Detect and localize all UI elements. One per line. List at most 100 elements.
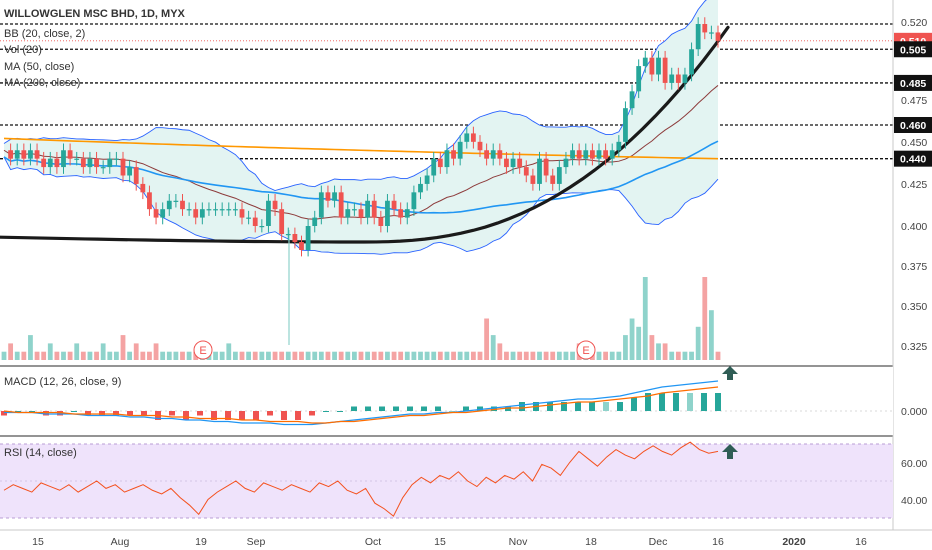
macd-histogram-bar: [659, 393, 665, 411]
rsi-pane[interactable]: [0, 441, 893, 519]
volume-bar: [47, 343, 53, 360]
indicator-vol-label[interactable]: Vol (20): [4, 44, 42, 56]
level-price-label: 0.485: [900, 78, 926, 90]
volume-bar: [649, 335, 655, 360]
volume-bar: [470, 351, 476, 360]
macd-label[interactable]: MACD (12, 26, close, 9): [4, 376, 121, 388]
indicator-ma200-label[interactable]: MA (200, close): [4, 77, 80, 89]
volume-bar: [113, 351, 119, 360]
volume-bar: [708, 310, 714, 360]
volume-bar: [431, 351, 437, 360]
volume-bar: [239, 351, 245, 360]
candle-body: [87, 158, 93, 168]
candle-body: [246, 217, 252, 219]
macd-histogram-bar: [449, 411, 455, 412]
candle-body: [629, 91, 635, 109]
volume-bar: [451, 351, 456, 360]
time-axis-tick: 19: [195, 536, 207, 548]
macd-histogram-bar: [127, 411, 133, 416]
volume-bar: [285, 351, 291, 360]
candle-body: [160, 209, 166, 218]
rsi-axis-tick: 40.00: [901, 495, 927, 507]
rsi-label[interactable]: RSI (14, close): [4, 447, 77, 459]
candle-body: [67, 150, 73, 159]
indicator-bb-label[interactable]: BB (20, close, 2): [4, 28, 85, 40]
macd-histogram-bar: [99, 411, 105, 416]
macd-histogram-bar: [645, 393, 651, 411]
candle-body: [272, 200, 278, 210]
candle-body: [550, 175, 556, 184]
candle-body: [41, 158, 47, 168]
macd-histogram-bar: [617, 402, 623, 411]
volume-bar: [365, 351, 371, 360]
volume-bar: [279, 351, 285, 360]
candle-body: [120, 158, 126, 176]
volume-bar: [490, 335, 496, 360]
volume-bar: [418, 351, 423, 360]
macd-histogram-bar: [29, 411, 35, 412]
level-price-tag: [894, 117, 932, 133]
macd-histogram-bar: [295, 411, 301, 420]
macd-axis-tick: 0.000: [901, 406, 927, 418]
volume-bar: [523, 351, 529, 360]
level-price-label: 0.440: [900, 154, 926, 166]
macd-histogram-bar: [575, 402, 581, 411]
volume-bar: [682, 351, 688, 360]
volume-bar: [623, 335, 628, 360]
volume-bar: [173, 351, 179, 360]
volume-bar: [21, 351, 27, 360]
volume-bar: [133, 343, 139, 360]
macd-histogram-bar: [253, 411, 259, 420]
volume-bar: [41, 351, 47, 360]
candle-body: [358, 209, 364, 218]
macd-histogram-bar: [505, 406, 511, 411]
candle-body: [504, 158, 509, 168]
volume-bar: [226, 343, 232, 360]
candle-body: [464, 133, 470, 142]
candle-body: [596, 150, 602, 159]
macd-histogram-bar: [561, 402, 567, 411]
candle-body: [266, 200, 271, 226]
macd-histogram-bar: [85, 411, 91, 416]
macd-histogram-bar: [393, 406, 399, 411]
price-axis-tick: 0.325: [901, 341, 927, 353]
candle-body: [186, 209, 192, 211]
volume-bar: [232, 351, 238, 360]
candle-body: [642, 57, 648, 67]
macd-histogram-bar: [687, 393, 693, 411]
macd-histogram-bar: [589, 402, 595, 411]
price-axis[interactable]: 0.5200.5100.5050.4850.4750.4600.4500.440…: [894, 17, 932, 353]
rounding-bottom-curve: [0, 25, 730, 244]
macd-histogram-bar: [351, 406, 357, 411]
candle-body: [576, 150, 582, 159]
macd-histogram-bar: [309, 411, 315, 416]
volume-bar: [338, 351, 344, 360]
macd-histogram-bar: [547, 402, 553, 411]
chart-legend[interactable]: WILLOWGLEN MSC BHD, 1D, MYX BB (20, clos…: [4, 8, 186, 459]
candle-body: [497, 150, 503, 159]
candle-body: [206, 209, 212, 211]
earnings-e-icon: E: [576, 340, 596, 360]
candle-body: [609, 150, 615, 159]
volume-bar: [140, 351, 146, 360]
time-axis-tick: 16: [712, 536, 724, 548]
candle-body: [107, 158, 113, 168]
candle-body: [556, 167, 562, 184]
macd-pane[interactable]: [0, 367, 893, 435]
candle-body: [279, 209, 285, 234]
earnings-circle: [576, 340, 596, 360]
time-axis[interactable]: 15 Aug 19 Sep Oct 15 Nov 18 Dec 16 2020 16: [32, 536, 867, 548]
price-axis-tick: 0.400: [901, 221, 927, 233]
time-axis-tick: 16: [855, 536, 867, 548]
volume-bar: [689, 351, 694, 360]
volume-bar: [325, 351, 331, 360]
candle-body: [21, 150, 27, 159]
volume-bar: [556, 351, 562, 360]
price-axis-tick: 0.350: [901, 301, 927, 313]
price-axis-tick: 0.450: [901, 137, 927, 149]
macd-histogram-bar: [225, 411, 231, 420]
indicator-ma50-label[interactable]: MA (50, close): [4, 61, 74, 73]
volume-bar: [259, 351, 265, 360]
